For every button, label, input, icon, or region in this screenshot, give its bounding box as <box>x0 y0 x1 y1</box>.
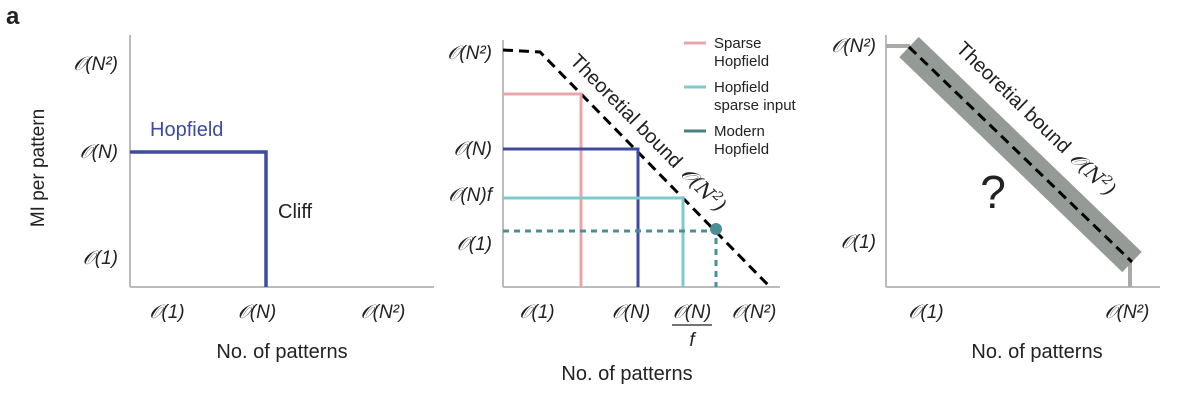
legend-sparse-hopfield-label-1: Sparse <box>714 35 762 52</box>
p1-xtick-1: 𝒪(1) <box>149 302 184 323</box>
p1-xtick-n2: 𝒪(N²) <box>361 302 406 323</box>
p1-hopfield-label: Hopfield <box>150 119 223 141</box>
p1-hopfield-line <box>130 152 266 287</box>
p2-modern-hopfield-point <box>710 223 722 235</box>
p3-question-mark: ? <box>980 166 1006 218</box>
p1-cliff-label: Cliff <box>278 201 313 223</box>
p2-xtick-1: 𝒪(1) <box>519 302 554 323</box>
legend-sparse-input-label-2: sparse input <box>714 97 797 114</box>
p1-xtick-n: 𝒪(N) <box>238 302 276 323</box>
p2-sparse-hopfield-line <box>503 94 581 287</box>
p1-ytick-1: 𝒪(1) <box>83 248 118 269</box>
panel-1: MI per pattern No. of patterns 𝒪(N²) 𝒪(N… <box>28 35 434 363</box>
p2-sparse-input-line <box>503 198 683 287</box>
p3-ytick-n2: 𝒪(N²) <box>831 36 876 57</box>
p3-x-axis-label: No. of patterns <box>971 341 1102 363</box>
p1-ytick-n2-text: 𝒪(N²) <box>73 54 118 75</box>
panel-2: 𝒪(N²) 𝒪(N) 𝒪(N)f 𝒪(1) 𝒪(1) 𝒪(N) 𝒪(N) f 𝒪… <box>447 35 796 385</box>
p3-xtick-1: 𝒪(1) <box>908 302 943 323</box>
p2-bound-label: Theoretial bound𝒪(N2) <box>565 49 731 217</box>
legend-modern-hopfield-label-1: Modern <box>714 123 765 140</box>
p1-ytick-n2: 𝒪(N²) <box>73 54 118 75</box>
p2-xtick-nf-den: f <box>689 330 696 351</box>
p2-ytick-1: 𝒪(1) <box>457 234 492 255</box>
p2-ytick-n: 𝒪(N) <box>454 139 492 160</box>
p3-xtick-n2: 𝒪(N²) <box>1105 302 1150 323</box>
p2-hopfield-line <box>503 149 638 287</box>
panel-3: 𝒪(N²) 𝒪(1) 𝒪(1) 𝒪(N²) No. of patterns ? … <box>831 35 1160 363</box>
panel-label: a <box>6 3 20 30</box>
p1-ytick-n: 𝒪(N) <box>80 142 118 163</box>
p2-legend: Sparse Hopfield Hopfield sparse input Mo… <box>684 35 797 158</box>
p2-x-axis-label: No. of patterns <box>561 363 692 385</box>
p2-xtick-n: 𝒪(N) <box>612 302 650 323</box>
p2-bound-text: Theoretial bound <box>565 50 686 172</box>
p1-y-axis-label: MI per pattern <box>28 109 49 227</box>
p3-ytick-1: 𝒪(1) <box>841 232 876 253</box>
p2-xtick-n2: 𝒪(N²) <box>732 302 777 323</box>
p2-xtick-nf: 𝒪(N) f <box>672 302 712 351</box>
legend-modern-hopfield-label-2: Hopfield <box>714 141 769 158</box>
legend-sparse-hopfield-label-2: Hopfield <box>714 53 769 70</box>
p2-xtick-nf-num: 𝒪(N) <box>673 302 711 323</box>
p2-ytick-nf: 𝒪(N)f <box>448 185 493 206</box>
legend-sparse-input-label-1: Hopfield <box>714 79 769 96</box>
p1-x-axis-label: No. of patterns <box>216 341 347 363</box>
p2-ytick-n2: 𝒪(N²) <box>447 43 492 64</box>
